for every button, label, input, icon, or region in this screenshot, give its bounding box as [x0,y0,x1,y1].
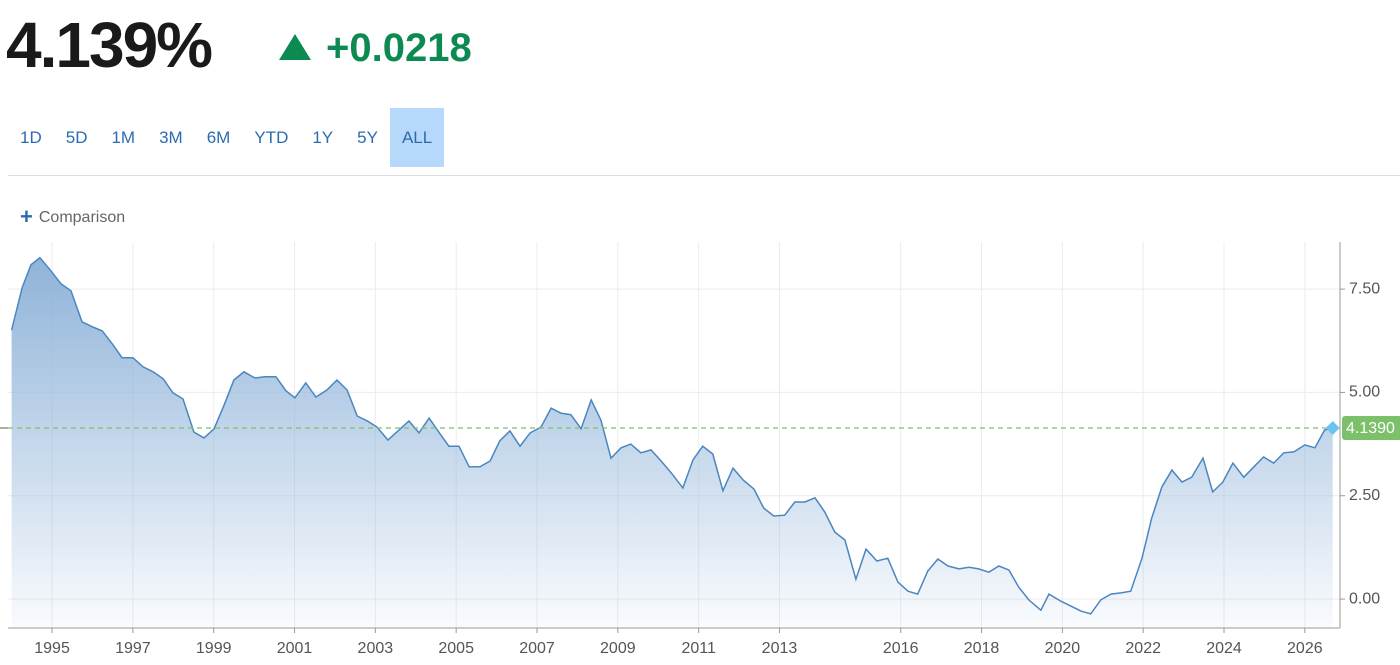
range-button[interactable]: 1M [111,128,136,147]
range-button[interactable]: ALL [389,108,445,167]
x-tick-label: 2013 [762,640,798,657]
y-tick-label: 7.50 [1349,280,1380,297]
y-tick-label: 5.00 [1349,384,1380,401]
x-tick-label: 2022 [1125,640,1161,657]
x-tick-label: 1995 [34,640,70,657]
x-tick-label: 1999 [196,640,232,657]
x-tick-label: 2001 [277,640,313,657]
x-tick-label: 2024 [1206,640,1242,657]
comparison-label: Comparison [38,209,126,226]
x-tick-label: 2009 [600,640,636,657]
x-tick-label: 2005 [438,640,474,657]
area-fill [11,257,1333,628]
price-line [10,256,1333,615]
range-button[interactable]: 5Y [357,128,378,147]
separator [8,175,1400,176]
price: 4.139% [6,9,213,81]
x-tick-label: 2018 [964,640,1000,657]
range-button[interactable]: 1D [20,128,42,147]
comparison-button[interactable]: + Comparison [20,204,126,229]
x-tick-label: 2003 [358,640,394,657]
last-value-badge [1342,416,1400,441]
x-tick-label: 2011 [681,640,716,657]
x-tick-label: 2016 [883,640,919,657]
y-tick-label: 0.00 [1349,590,1380,607]
range-button[interactable]: YTD [254,128,289,147]
range-button[interactable]: 1Y [312,128,334,147]
price-change: +0.0218 [326,26,472,70]
last-value-label: 4.1390 [1346,420,1395,437]
up-arrow [279,34,311,60]
x-tick-label: 2020 [1045,640,1081,657]
x-tick-label: 2007 [519,640,555,657]
range-button[interactable]: 6M [206,128,231,147]
range-button[interactable]: 5D [65,128,88,147]
x-tick-label: 2026 [1287,640,1323,657]
last-point-marker [1325,421,1340,436]
range-selector: 1D 5D 1M 3M 6M YTD 1Y 5Y ALL [8,108,445,167]
x-tick-label: 1997 [115,640,151,657]
y-tick-label: 2.50 [1349,487,1380,504]
range-button[interactable]: 3M [159,128,183,147]
